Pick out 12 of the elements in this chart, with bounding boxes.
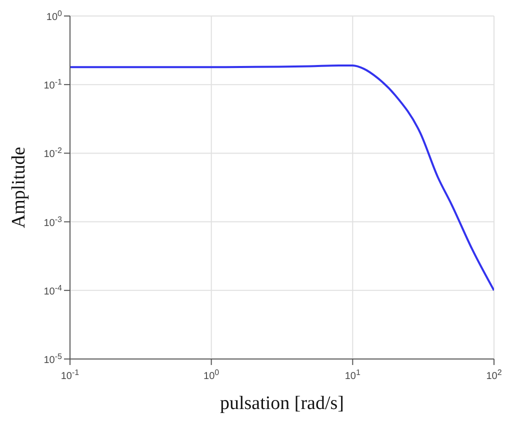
y-tick-label: 10$^{-2}$ xyxy=(44,146,63,160)
y-tick-label: 10$^{-4}$ xyxy=(44,282,63,298)
x-tick-label: 10$^{0}$ xyxy=(204,368,220,382)
x-axis-title: pulsation [rad/s] xyxy=(220,393,344,414)
y-axis-title: Amplitude xyxy=(8,146,30,228)
x-tick-label: 10$^{2}$ xyxy=(486,368,502,382)
x-tick-label: 10$^{-1}$ xyxy=(60,368,80,382)
y-tick-label: 10$^{-5}$ xyxy=(44,352,63,366)
y-tick-label: 10$^{-1}$ xyxy=(44,77,63,92)
x-tick-label: 10$^{1}$ xyxy=(344,368,362,382)
y-tick-label: 10$^{-3}$ xyxy=(44,214,63,229)
y-tick-label: 10$^{0}$ xyxy=(46,8,63,23)
